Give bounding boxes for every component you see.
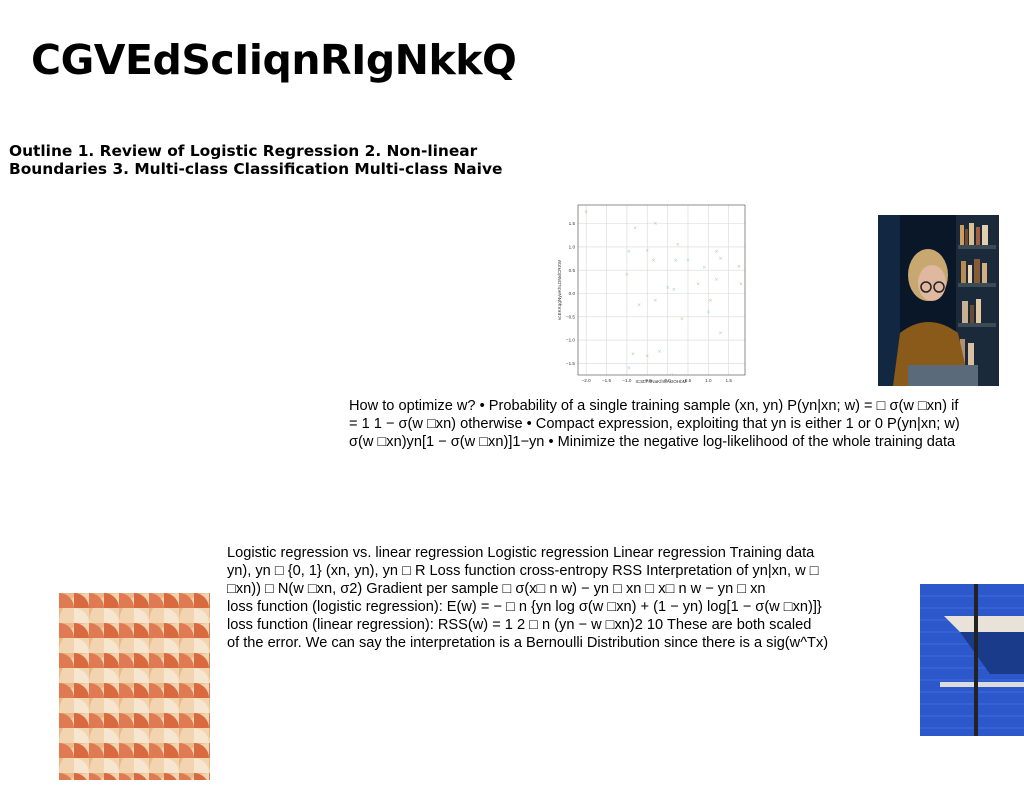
scatter-point: × [715,249,719,255]
x-tick-label: 0.5 [685,378,692,383]
scatter-point: × [645,248,649,254]
scatter-point: × [715,277,719,283]
y-tick-label: −0.5 [566,314,576,319]
scatter-point: × [676,242,680,248]
x-tick-label: −0.5 [643,378,653,383]
scatter-points: ×××× ×××××× ××××× ×× ××××××××××××× [584,210,743,379]
scatter-point: × [709,298,713,304]
outline-text: Outline 1. Review of Logistic Regression… [9,142,503,178]
scatter-point: × [686,258,690,264]
x-tick-label: 0.0 [664,378,671,383]
scatter-point: × [652,259,656,265]
scatter-point: × [672,288,676,294]
x-axis-label: ICSLTXNaKfmfAxIOHbM [636,379,687,384]
slide-title: CGVEdScIiqnRIgNkkQ [31,36,517,84]
x-tick-label: −1.5 [602,378,612,383]
scatter-point: × [654,221,658,227]
scatter-point: × [584,210,588,216]
scatter-point: × [739,282,743,288]
x-tick-label: 1.5 [726,378,733,383]
y-tick-labels: −1.5 −1.0 −0.5 0.0 0.5 1.0 1.5 [566,221,576,366]
tile-pattern-photo [59,593,210,780]
y-tick-label: 1.0 [569,245,576,250]
y-tick-label: 0.0 [569,291,576,296]
x-tick-label: −1.0 [622,378,632,383]
scatter-point: × [666,286,670,292]
x-tick-label: 1.0 [705,378,712,383]
x-tick-label: −2.0 [582,378,592,383]
plot-frame [577,204,746,376]
scatter-point: × [625,273,629,279]
scatter-point: × [631,352,635,358]
person-reading-photo [878,215,999,386]
chart-grid [578,205,745,375]
scatter-point: × [719,256,723,262]
scatter-point: × [637,303,641,309]
scatter-point: × [680,317,684,323]
y-tick-label: 1.5 [569,221,576,226]
optimization-paragraph: How to optimize w? • Probability of a si… [349,398,960,450]
scatter-point: × [627,249,631,255]
y-tick-label: 0.5 [569,268,576,273]
y-tick-label: −1.5 [566,361,576,366]
scatter-point: × [737,265,741,271]
scatter-point: × [703,266,707,272]
blue-wall-photo [920,584,1024,736]
scatter-point: × [645,354,649,360]
x-tick-labels: −2.0 −1.5 −1.0 −0.5 0.0 0.5 1.0 1.5 [582,378,733,383]
scatter-point: × [674,259,678,265]
scatter-point: × [719,331,723,337]
scatter-point: × [658,350,662,356]
y-tick-label: −1.0 [566,338,576,343]
scatter-point: × [627,366,631,372]
y-axis-label: vcEKKqgNywKhLDNxlCRXW [557,259,562,320]
scatter-point: × [654,298,658,304]
scatter-point: × [633,226,637,232]
scatter-point: × [670,373,674,379]
scatter-point: × [707,310,711,316]
comparison-paragraph: Logistic regression vs. linear regressio… [227,545,829,651]
scatter-chart: −2.0 −1.5 −1.0 −0.5 0.0 0.5 1.0 1.5 −1.5 −1.0 −0.… [557,204,746,384]
scatter-point: × [696,282,700,288]
